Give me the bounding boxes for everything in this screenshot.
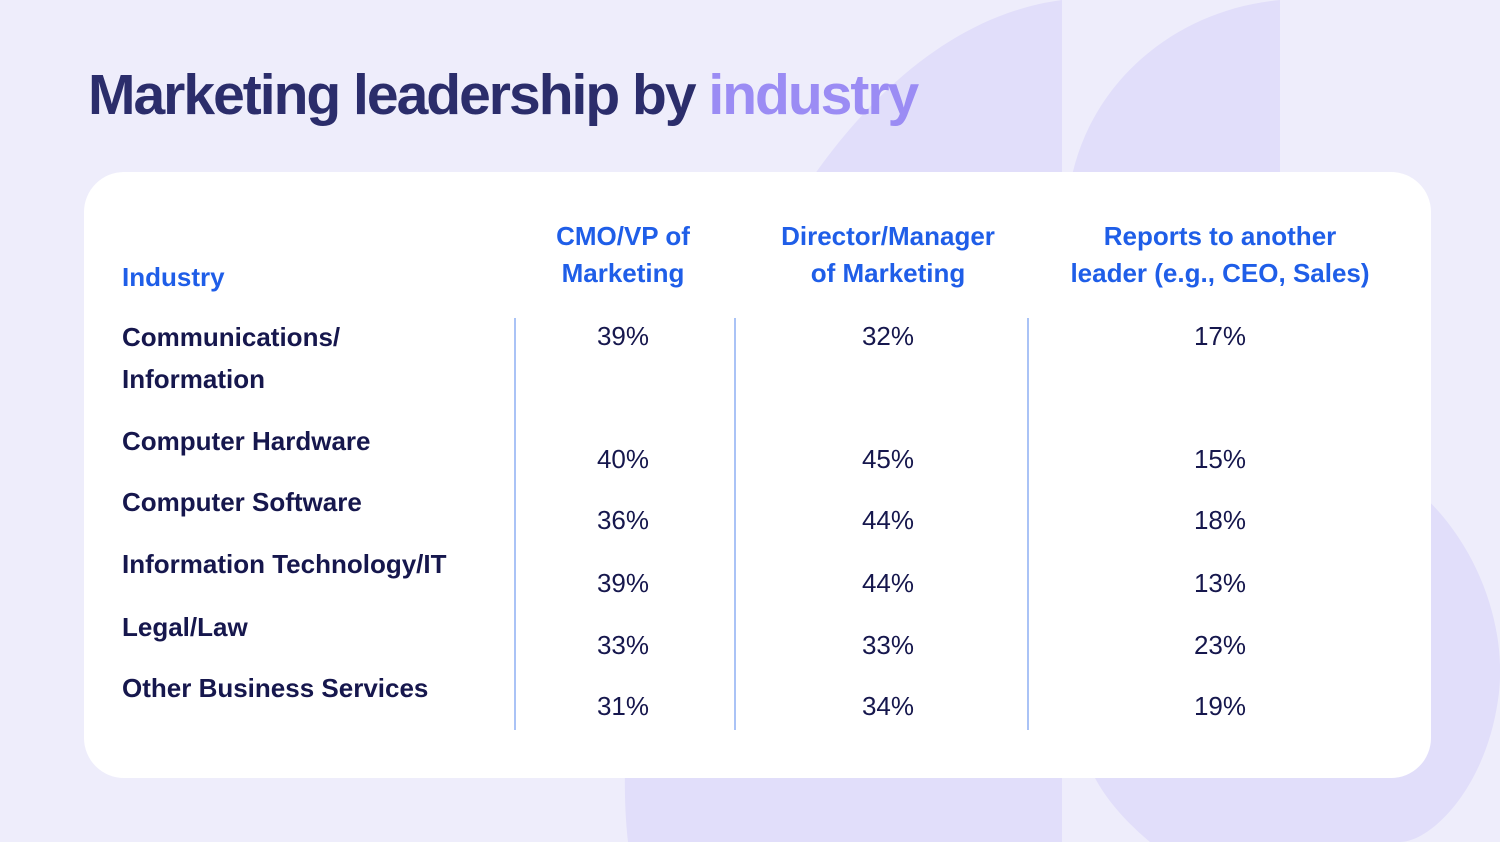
table-cell-value: 15%: [1193, 444, 1247, 474]
table-cell-value: 19%: [1193, 691, 1247, 721]
title-main: Marketing leadership by: [88, 63, 697, 127]
table-cell-value: 17%: [1193, 321, 1247, 351]
table-cell-value: 31%: [596, 691, 650, 721]
row-industry-label: Other Business Services: [122, 673, 429, 703]
table-cell-value: 39%: [596, 321, 650, 351]
title-accent: industry: [708, 63, 919, 127]
table-cell-value: 44%: [861, 568, 915, 598]
row-industry-label: Communications/ Information: [122, 322, 341, 394]
table-cell-value: 18%: [1193, 505, 1247, 535]
table-cell-value: 36%: [596, 505, 650, 535]
table-cell-value: 33%: [596, 630, 650, 660]
column-divider: [1027, 318, 1029, 730]
row-industry-label: Information Technology/IT: [122, 549, 447, 579]
table-cell-value: 13%: [1193, 568, 1247, 598]
table-cell-value: 34%: [861, 691, 915, 721]
row-industry-label: Computer Software: [122, 487, 362, 517]
table-cell-value: 40%: [596, 444, 650, 474]
column-divider: [514, 318, 516, 730]
header-reports-to-another: Reports to another leader (e.g., CEO, Sa…: [1070, 221, 1370, 288]
table-cell-value: 23%: [1193, 630, 1247, 660]
table-cell-value: 44%: [861, 505, 915, 535]
table-cell-value: 45%: [861, 444, 915, 474]
table-cell-value: 39%: [596, 568, 650, 598]
table-card: Industry CMO/VP of Marketing Director/Ma…: [84, 172, 1431, 778]
header-cmo-vp: CMO/VP of Marketing: [556, 221, 690, 288]
column-divider: [734, 318, 736, 730]
page-title: Marketing leadership by industry: [88, 62, 919, 128]
header-industry: Industry: [122, 262, 225, 292]
row-industry-label: Computer Hardware: [122, 426, 371, 456]
row-industry-label: Legal/Law: [122, 612, 248, 642]
table-cell-value: 33%: [861, 630, 915, 660]
table-cell-value: 32%: [861, 321, 915, 351]
header-director-manager: Director/Manager of Marketing: [781, 221, 995, 288]
